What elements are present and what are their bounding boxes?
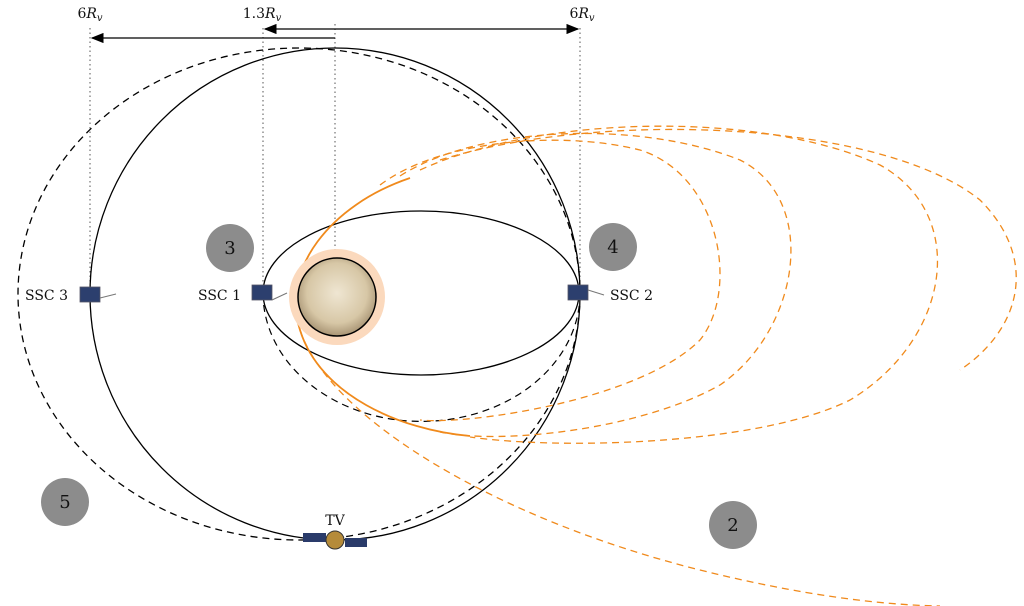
region-label: 3 bbox=[224, 238, 235, 259]
orbit-inner-dashed bbox=[262, 292, 581, 423]
spacecraft-label: SSC 2 bbox=[610, 288, 653, 304]
distance-label: 6Rv bbox=[77, 6, 102, 24]
region-label: 5 bbox=[59, 492, 70, 513]
spacecraft-label: SSC 3 bbox=[25, 288, 68, 304]
region-markers bbox=[41, 223, 757, 549]
satellite bbox=[79, 284, 605, 550]
plasma-boundaries bbox=[294, 125, 1017, 606]
spacecraft-label: SSC 1 bbox=[198, 288, 241, 304]
guides bbox=[89, 24, 581, 292]
venus bbox=[297, 257, 377, 337]
region-label: 2 bbox=[727, 515, 738, 536]
distance-label: 6Rv bbox=[569, 6, 594, 24]
region-label: 4 bbox=[607, 237, 618, 258]
distance-label: 1.3Rv bbox=[243, 6, 282, 24]
spacecraft-label: TV bbox=[325, 513, 345, 529]
